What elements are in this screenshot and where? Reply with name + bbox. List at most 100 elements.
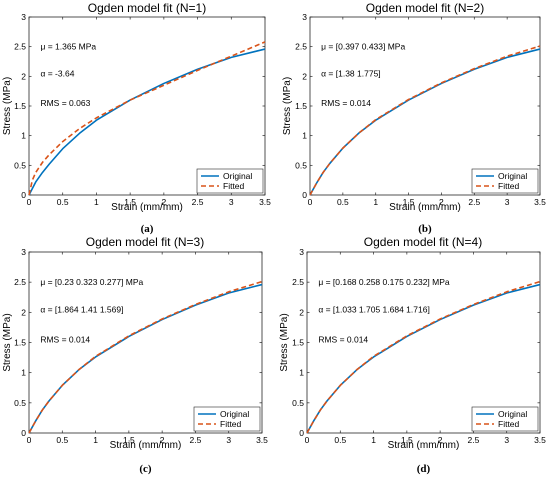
legend-label: Original [223,171,252,181]
legend-label: Original [498,171,527,181]
legend-label: Fitted [223,181,245,191]
chart-title: Ogden model fit (N=2) [366,1,484,15]
legend-box [193,406,261,432]
y-tick-label: 1.5 [14,338,26,348]
y-tick-label: 2.5 [292,277,304,287]
parameter-annotation: RMS = 0.014 [40,334,90,344]
parameter-annotation: α = [1.38 1.775] [321,68,381,78]
y-tick-label: 2 [302,71,307,81]
parameter-annotation: μ = [0.23 0.323 0.277] MPa [40,277,143,287]
x-tick-label: 0.5 [334,435,346,445]
legend-label: Fitted [498,181,520,191]
x-tick-label: 0.5 [337,197,349,207]
y-tick-label: 0.5 [14,160,26,170]
x-tick-label: 2.5 [468,197,480,207]
y-tick-label: 0 [21,428,26,438]
x-tick-label: 1.5 [124,197,136,207]
plot-area [28,16,266,196]
chart-title: Ogden model fit (N=3) [86,235,204,249]
chart-title: Ogden model fit (N=1) [88,1,206,15]
y-tick-label: 0.5 [292,398,304,408]
parameter-annotation: μ = 1.365 MPa [40,42,96,52]
parameter-annotation: α = [1.033 1.705 1.684 1.716] [318,304,430,314]
chart-title: Ogden model fit (N=4) [364,235,482,249]
x-tick-label: 3 [504,435,509,445]
y-tick-label: 1 [21,131,26,141]
y-tick-label: 3 [302,12,307,22]
y-axis-label: Stress (MPa) [282,77,293,135]
x-tick-label: 2 [161,197,166,207]
series-line-fitted [306,280,541,434]
x-tick-label: 1 [94,197,99,207]
legend-box [471,168,539,194]
x-tick-label: 1.5 [403,197,415,207]
y-tick-label: 1.5 [292,338,304,348]
panel-label: (b) [418,223,432,235]
panel-label: (a) [141,223,154,235]
y-tick-label: 0.5 [14,398,26,408]
y-tick-label: 2.5 [295,42,307,52]
x-tick-label: 0 [308,197,313,207]
y-tick-label: 3 [299,247,304,257]
y-tick-label: 2.5 [14,277,26,287]
x-tick-label: 3 [229,197,234,207]
x-axis-label: Strain (mm/mm) [111,202,183,213]
plot-area [306,251,541,434]
y-tick-label: 0.5 [295,160,307,170]
y-tick-label: 2 [21,307,26,317]
x-tick-label: 1 [371,435,376,445]
y-tick-label: 3 [21,247,26,257]
x-axis-label: Strain (mm/mm) [110,440,182,451]
x-tick-label: 2 [438,435,443,445]
parameter-annotation: α = [1.864 1.41 1.569] [40,304,123,314]
y-tick-label: 1 [21,368,26,378]
x-tick-label: 0 [27,435,32,445]
parameter-annotation: RMS = 0.014 [318,334,368,344]
x-tick-label: 2 [439,197,444,207]
series-line-fitted [28,280,263,434]
y-tick-label: 0 [299,428,304,438]
plot-area [309,16,541,196]
y-tick-label: 1 [299,368,304,378]
parameter-annotation: μ = [0.397 0.433] MPa [321,42,405,52]
series-line-fitted [309,45,541,196]
x-tick-label: 2.5 [190,435,202,445]
parameter-annotation: α = -3.64 [40,68,74,78]
parameter-annotation: RMS = 0.063 [40,98,90,108]
x-tick-label: 1.5 [401,435,413,445]
y-tick-label: 0 [302,190,307,200]
x-tick-label: 3 [226,435,231,445]
x-tick-label: 0.5 [57,197,69,207]
y-tick-label: 1.5 [14,101,26,111]
chart-panel-4: 0 0.5 1 1.5 2 2.5 3 3.5 0 0.5 1 1.5 2 2.5 3 Ogden model… [279,235,546,475]
x-tick-label: 2.5 [192,197,204,207]
y-tick-label: 3 [21,12,26,22]
legend-box [196,168,264,194]
chart-panel-1: 0 0.5 1 1.5 2 2.5 3 3.5 0 0.5 1 1.5 2 2.5 3 Ogden model… [2,1,271,235]
panel-label: (c) [139,463,152,475]
y-tick-label: 0 [21,190,26,200]
panel-label: (d) [417,463,431,475]
legend-label: Original [220,409,249,419]
y-tick-label: 1 [302,131,307,141]
y-axis-label: Stress (MPa) [279,313,290,371]
plot-area [28,251,263,434]
x-tick-label: 2.5 [468,435,480,445]
y-tick-label: 1.5 [295,101,307,111]
x-tick-label: 3.5 [256,435,268,445]
chart-panel-3: 0 0.5 1 1.5 2 2.5 3 3.5 0 0.5 1 1.5 2 2.5 3 Ogden model… [2,235,268,475]
x-tick-label: 1 [93,435,98,445]
legend-label: Original [498,409,527,419]
x-axis-label: Strain (mm/mm) [389,202,461,213]
y-tick-label: 2 [21,71,26,81]
legend-box [471,406,539,432]
x-tick-label: 0 [27,197,32,207]
x-tick-label: 2 [160,435,165,445]
y-tick-label: 2 [299,307,304,317]
x-tick-label: 3 [505,197,510,207]
y-axis-label: Stress (MPa) [2,77,13,135]
legend-label: Fitted [220,419,242,429]
legend-label: Fitted [498,419,520,429]
